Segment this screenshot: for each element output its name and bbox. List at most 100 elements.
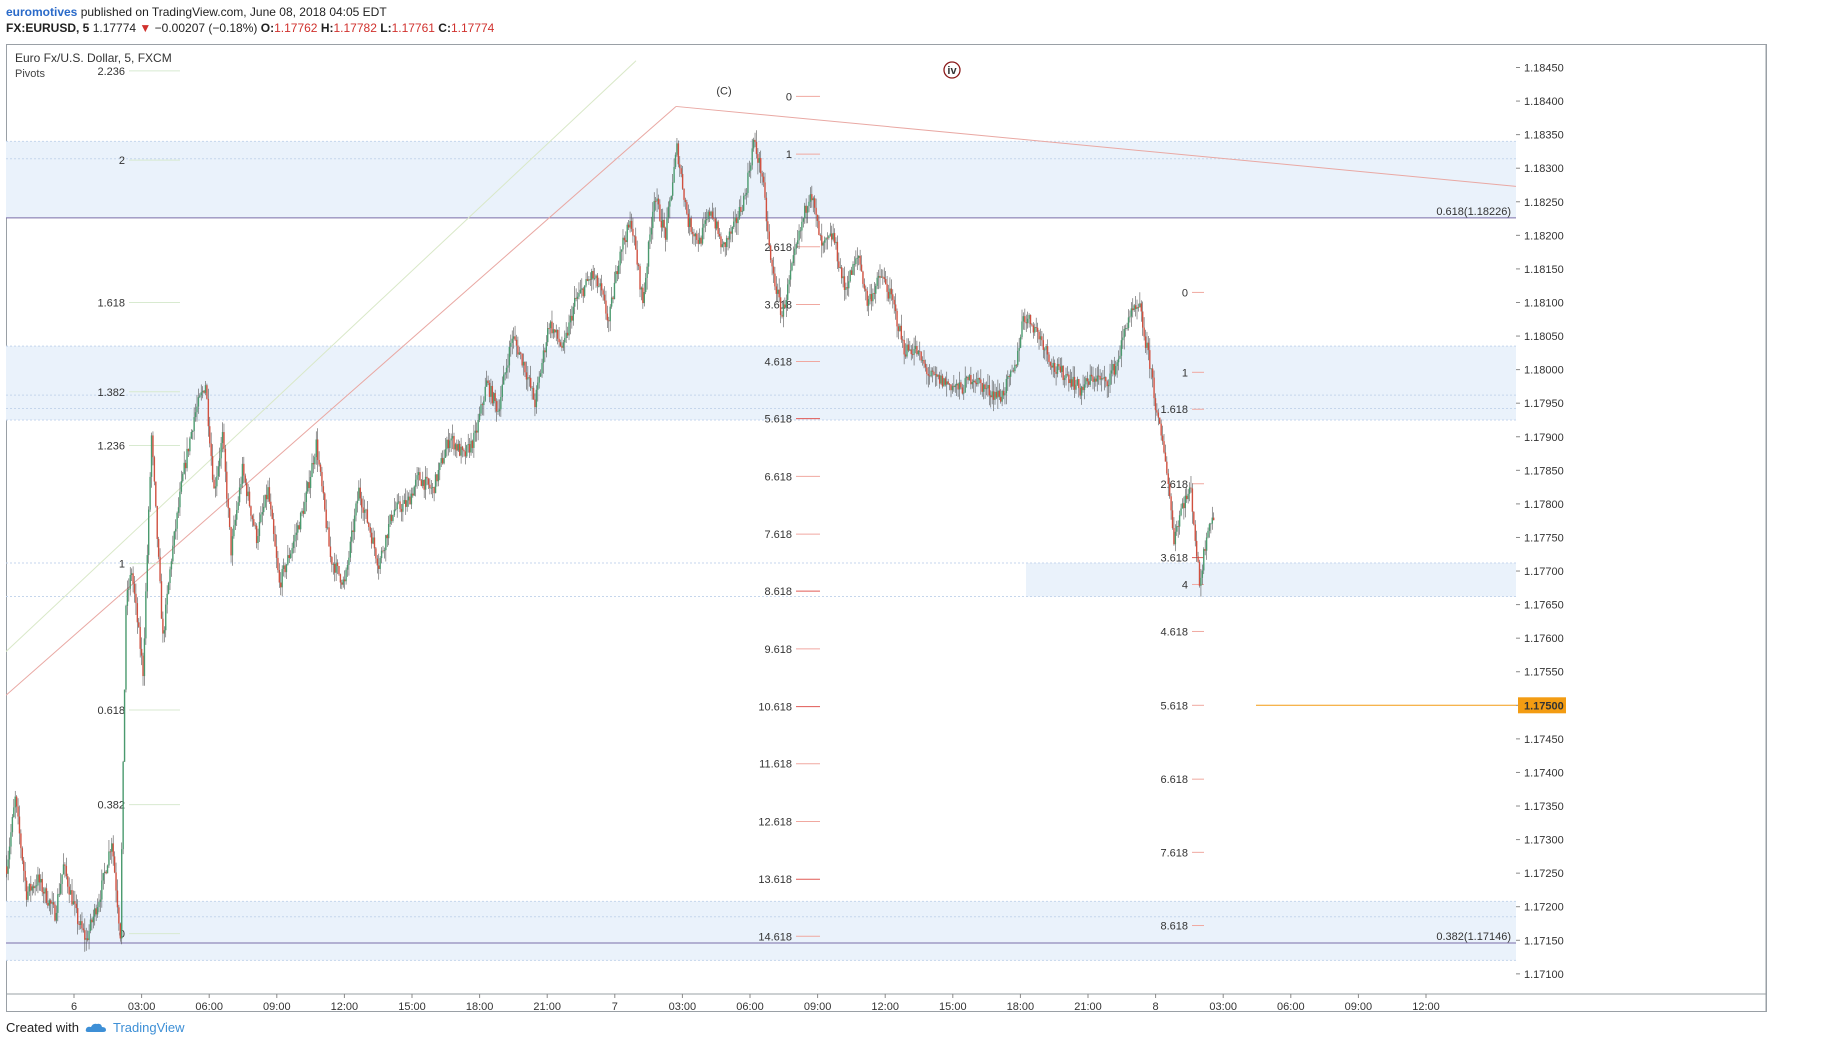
candle-body <box>54 904 56 921</box>
candle-body <box>707 211 709 219</box>
candle-body <box>194 412 197 418</box>
candle-body <box>1100 378 1103 380</box>
candle-body <box>992 391 995 400</box>
wave-c-trendline <box>6 60 637 652</box>
time-tick-label: 03:00 <box>669 1001 697 1012</box>
price-chart[interactable]: 2.23621.6181.3821.23610.6180.3820012.618… <box>6 44 1767 1012</box>
candle-body <box>351 530 353 542</box>
candle-body <box>297 525 299 533</box>
candle-body <box>1089 374 1091 385</box>
candle-body <box>162 618 164 634</box>
candle-body <box>38 874 41 883</box>
candle-body <box>1127 317 1130 328</box>
price-tick-label: 1.18100 <box>1524 297 1564 309</box>
candle-body <box>79 921 82 926</box>
candle-body <box>909 349 911 351</box>
level-382-label: 0.382(1.17146) <box>1436 931 1511 943</box>
price-tick-label: 1.18300 <box>1524 163 1564 175</box>
candle-body <box>619 251 621 266</box>
candle-body <box>544 350 546 353</box>
candle-body <box>555 330 557 333</box>
candle-body <box>997 390 999 398</box>
time-tick-label: 06:00 <box>736 1001 764 1012</box>
candle-body <box>823 240 826 243</box>
candle-body <box>95 908 97 915</box>
candle-body <box>849 270 851 282</box>
candle-body <box>160 581 163 619</box>
candle-body <box>260 514 262 522</box>
candle-body <box>886 284 888 292</box>
candle-body <box>720 236 722 248</box>
fib-right-label: 0 <box>1182 287 1188 299</box>
candle-body <box>417 472 420 476</box>
candle-body <box>275 546 278 558</box>
candle-body <box>132 573 134 584</box>
candle-body <box>423 479 425 490</box>
chart-legend: Euro Fx/U.S. Dollar, 5, FXCM Pivots <box>15 51 172 80</box>
candle-body <box>602 290 604 295</box>
fib-right-label: 4 <box>1182 579 1188 591</box>
candle-body <box>894 304 897 311</box>
author-link[interactable]: euromotives <box>6 5 78 19</box>
candle-body <box>751 148 753 166</box>
candle-body <box>592 270 594 279</box>
candle-body <box>603 294 606 301</box>
candle-body <box>111 843 113 852</box>
candle-body <box>138 622 140 627</box>
candle-body <box>20 833 22 849</box>
candle-body <box>7 859 9 874</box>
candle-body <box>846 287 849 289</box>
candle-body <box>342 579 344 585</box>
candle-body <box>86 938 89 941</box>
candle-body <box>870 293 873 302</box>
time-tick-label: 18:00 <box>1007 1001 1035 1012</box>
candle-body <box>995 391 998 398</box>
candle-body <box>270 501 272 510</box>
candle-body <box>825 237 827 241</box>
candle-body <box>646 266 648 278</box>
candle-body <box>326 527 329 529</box>
candle-body <box>204 385 207 393</box>
candle-body <box>652 211 654 229</box>
candle-body <box>565 332 567 338</box>
candle-body <box>1017 350 1019 366</box>
time-axis[interactable]: 6 03:00 06:00 09:00 12:00 15:00 18:00 21:00 7 03:… <box>71 994 1440 1012</box>
candle-body <box>741 210 743 212</box>
candle-body <box>893 299 895 305</box>
candle-body <box>734 217 736 222</box>
wave-iv-circle <box>943 61 961 79</box>
candle-body <box>660 220 663 228</box>
candle-body <box>135 593 137 604</box>
candle-body <box>1191 488 1194 512</box>
candle-body <box>737 218 739 224</box>
candle-body <box>84 930 86 940</box>
high-label: H: <box>320 21 334 35</box>
candle-body <box>541 362 543 374</box>
fib-right-label: 1 <box>1182 367 1188 379</box>
candle-body <box>187 448 190 452</box>
candle-body <box>115 872 117 891</box>
price-tick-label: 1.18400 <box>1524 96 1564 108</box>
chart-frame[interactable]: 2.23621.6181.3821.23610.6180.3820012.618… <box>6 44 1767 1012</box>
candle-body <box>561 345 563 348</box>
candle-body <box>532 387 535 400</box>
candle-body <box>569 315 572 323</box>
candle-body <box>307 482 309 492</box>
candle-body <box>379 558 381 569</box>
tradingview-brand[interactable]: TradingView <box>112 1020 185 1035</box>
candle-body <box>254 525 256 527</box>
candle-body <box>1107 384 1110 387</box>
candle-body <box>701 227 704 244</box>
price-axis[interactable]: 1.18450 1.18400 1.18350 1.18300 1.18250 1.182… <box>1516 62 1566 981</box>
candle-body <box>689 218 691 227</box>
symbol-quote-line: FX:EURUSD, 5 1.17774 ▼ −0.00207 (−0.18%)… <box>6 20 494 36</box>
candle-body <box>8 846 11 860</box>
candle-body <box>207 398 210 427</box>
candle-body <box>481 404 484 406</box>
candle-body <box>882 276 884 278</box>
candle-body <box>1093 378 1096 382</box>
candle-body <box>173 531 175 546</box>
candle-body <box>118 907 120 924</box>
candle-body <box>1112 363 1114 371</box>
candle-body <box>1186 495 1188 500</box>
